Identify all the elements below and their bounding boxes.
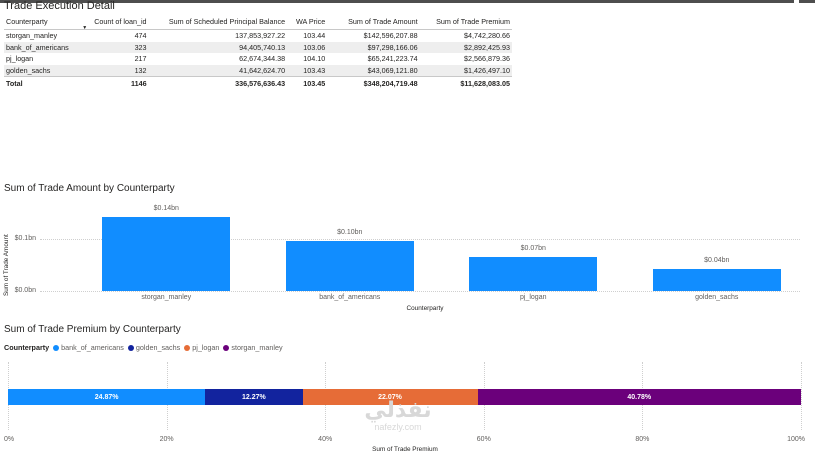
sort-desc-icon[interactable]: ▼ [82, 25, 88, 31]
legend-item-golden-sachs[interactable]: golden_sachs [127, 343, 181, 352]
watermark-latin: nafezly.com [374, 422, 422, 432]
cell-count: 132 [134, 65, 147, 75]
cell-count: 323 [134, 42, 147, 52]
total-trade-amount: $348,204,719.48 [327, 76, 420, 90]
legend-label: golden_sachs [135, 343, 181, 352]
legend-label: bank_of_americans [61, 343, 124, 352]
cell-principal: 62,674,344.38 [239, 54, 286, 64]
cell-trade-amount: $142,596,207.88 [363, 31, 418, 41]
legend-item-storgan-manley[interactable]: storgan_manley [223, 343, 283, 352]
top-strip-dot [794, 0, 799, 3]
cell-trade-premium: $4,742,280.66 [464, 31, 510, 41]
cell-principal: 94,405,740.13 [239, 42, 286, 52]
total-trade-premium: $11,628,083.05 [419, 76, 512, 90]
bar-bank_of_americans[interactable] [285, 240, 414, 291]
legend-label: pj_logan [192, 343, 220, 352]
cell-trade-amount: $43,069,121.80 [367, 65, 418, 75]
table-row[interactable]: golden_sachs 132 41,642,624.70 103.43 $4… [4, 64, 512, 77]
column-header-count-label: Count of loan_id [94, 17, 147, 26]
bar-chart-gridline [40, 291, 800, 292]
total-label: Total [4, 76, 81, 90]
table-row[interactable]: bank_of_americans 323 94,405,740.13 103.… [4, 41, 512, 53]
bar-chart-y-tick: $0.1bn [14, 235, 36, 243]
stacked-bar: 24.87% 12.27% 22.07% 40.78% [8, 389, 801, 405]
top-strip [0, 0, 815, 3]
cell-principal: 41,642,624.70 [239, 65, 286, 75]
stacked-segment-storgan_manley[interactable]: 40.78% [477, 389, 801, 405]
legend-item-pj-logan[interactable]: pj_logan [184, 343, 219, 352]
bar-data-label: $0.07bn [520, 245, 546, 253]
bar-data-label: $0.14bn [153, 205, 179, 213]
cell-trade-amount: $65,241,223.74 [367, 54, 418, 64]
total-wa-price: 103.45 [287, 76, 328, 90]
cell-wa-price: 103.44 [303, 31, 326, 41]
total-principal: 336,576,636.43 [148, 76, 288, 90]
stacked-chart-x-axis-title: Sum of Trade Premium [372, 446, 438, 453]
cell-counterparty: pj_logan [6, 54, 34, 64]
watermark-arabic: نفذلي [364, 398, 432, 423]
bar-chart-x-tick: bank_of_americans [319, 294, 381, 301]
stacked-segment-bank_of_americans[interactable]: 24.87% [8, 389, 206, 405]
table-title: Trade Execution Detail [4, 0, 115, 12]
column-header-principal[interactable]: Sum of Scheduled Principal Balance [168, 17, 286, 26]
cell-counterparty: golden_sachs [6, 65, 51, 75]
bar-storgan_manley[interactable] [102, 217, 231, 291]
bar-chart-y-tick: $0.0bn [14, 287, 36, 294]
cell-trade-premium: $2,892,425.93 [464, 42, 510, 52]
stacked-segment-pj_logan[interactable]: 22.07% [302, 389, 478, 405]
bar-chart-x-tick: pj_logan [520, 294, 547, 301]
cell-wa-price: 104.10 [303, 54, 326, 64]
stacked-segment-golden_sachs[interactable]: 12.27% [205, 389, 303, 405]
bar-chart-x-tick: golden_sachs [695, 294, 739, 301]
legend-swatch [53, 344, 60, 351]
legend-item-bank-of-americans[interactable]: bank_of_americans [53, 343, 124, 352]
stacked-chart-x-tick: 80% [635, 436, 650, 443]
cell-count: 474 [134, 31, 147, 41]
legend-swatch [127, 344, 134, 351]
stacked-chart-x-tick: 20% [159, 436, 174, 443]
watermark: نفذلي nafezly.com [348, 398, 448, 433]
cell-trade-premium: $2,566,879.36 [464, 54, 510, 64]
column-header-count[interactable]: Count of loan_id ▼ [80, 14, 148, 31]
bar-chart-gridline [40, 239, 800, 241]
table-total-row: Total 1146 336,576,636.43 103.45 $348,20… [4, 76, 512, 90]
column-header-counterparty[interactable]: Counterparty [6, 17, 48, 26]
trade-execution-table: Counterparty Count of loan_id ▼ Sum of S… [4, 14, 512, 90]
table-row[interactable]: storgan_manley 474 137,853,927.22 103.44… [4, 30, 512, 42]
legend-swatch [184, 344, 191, 351]
stacked-chart-x-tick: 0% [4, 436, 15, 443]
bar-chart-title: Sum of Trade Amount by Counterparty [4, 183, 175, 194]
legend-label: storgan_manley [231, 343, 283, 352]
stacked-chart-legend: Counterparty bank_of_americans golden_sa… [4, 343, 287, 352]
cell-trade-premium: $1,426,497.10 [464, 65, 510, 75]
table-row[interactable]: pj_logan 217 62,674,344.38 104.10 $65,24… [4, 53, 512, 65]
cell-wa-price: 103.43 [303, 65, 326, 75]
cell-principal: 137,853,927.22 [235, 31, 286, 41]
total-count: 1146 [80, 76, 149, 90]
legend-title: Counterparty [4, 343, 50, 352]
cell-counterparty: storgan_manley [6, 31, 58, 41]
cell-counterparty: bank_of_americans [6, 42, 69, 52]
table-header-row: Counterparty Count of loan_id ▼ Sum of S… [4, 14, 512, 31]
column-header-wa-price[interactable]: WA Price [295, 17, 326, 26]
bar-golden_sachs[interactable] [652, 268, 781, 291]
column-header-trade-premium[interactable]: Sum of Trade Premium [436, 17, 510, 26]
cell-wa-price: 103.06 [303, 42, 326, 52]
stacked-chart-x-tick: 40% [318, 436, 333, 443]
bar-chart-x-tick: storgan_manley [141, 294, 192, 301]
stacked-chart-gridline [801, 362, 802, 430]
bar-chart-x-axis-title: Counterparty [406, 305, 444, 312]
cell-count: 217 [134, 54, 147, 64]
legend-swatch [223, 344, 230, 351]
stacked-chart-title: Sum of Trade Premium by Counterparty [4, 324, 181, 335]
bar-data-label: $0.10bn [337, 228, 363, 236]
cell-trade-amount: $97,298,166.06 [367, 42, 418, 52]
stacked-chart-x-tick: 100% [787, 436, 805, 443]
column-header-trade-amount[interactable]: Sum of Trade Amount [348, 17, 418, 26]
bar-data-label: $0.04bn [704, 256, 730, 264]
stacked-chart-x-tick: 60% [476, 436, 491, 443]
bar-pj_logan[interactable] [469, 257, 598, 291]
